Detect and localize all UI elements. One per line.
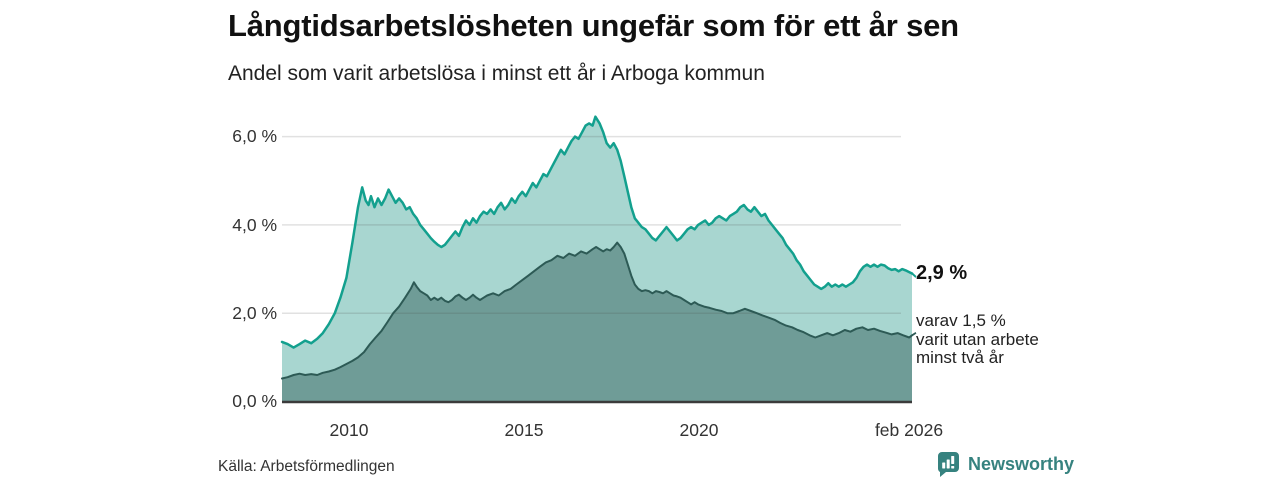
y-axis-tick-6: 6,0 % [232,126,277,146]
two-year-annotation-line-2: varit utan arbete [916,329,1039,349]
source-attribution: Källa: Arbetsförmedlingen [218,458,395,475]
chart-subtitle: Andel som varit arbetslösa i minst ett å… [228,62,765,85]
two-year-annotation: varav 1,5 % varit utan arbete minst två … [916,311,1039,368]
y-axis-tick-2: 2,0 % [232,303,277,323]
two-year-annotation-line-1: varav 1,5 % [916,311,1006,330]
two-year-annotation-line-3: minst två år [916,348,1004,367]
newsworthy-logo[interactable]: Newsworthy [936,451,1074,477]
x-axis-tick-2020: 2020 [679,420,719,440]
x-axis-tick-2015: 2015 [504,420,544,440]
y-axis-tick-0: 0,0 % [232,391,277,411]
page-title: Långtidsarbetslösheten ungefär som för e… [228,8,959,43]
newsworthy-wordmark: Newsworthy [968,453,1075,474]
x-axis-tick-2010: 2010 [329,420,369,440]
latest-value-annotation: 2,9 % [916,262,968,284]
newsworthy-bar-chart-icon [936,451,961,477]
y-axis-tick-4: 4,0 % [232,215,277,235]
x-axis-tick-feb-2026: feb 2026 [874,420,944,440]
